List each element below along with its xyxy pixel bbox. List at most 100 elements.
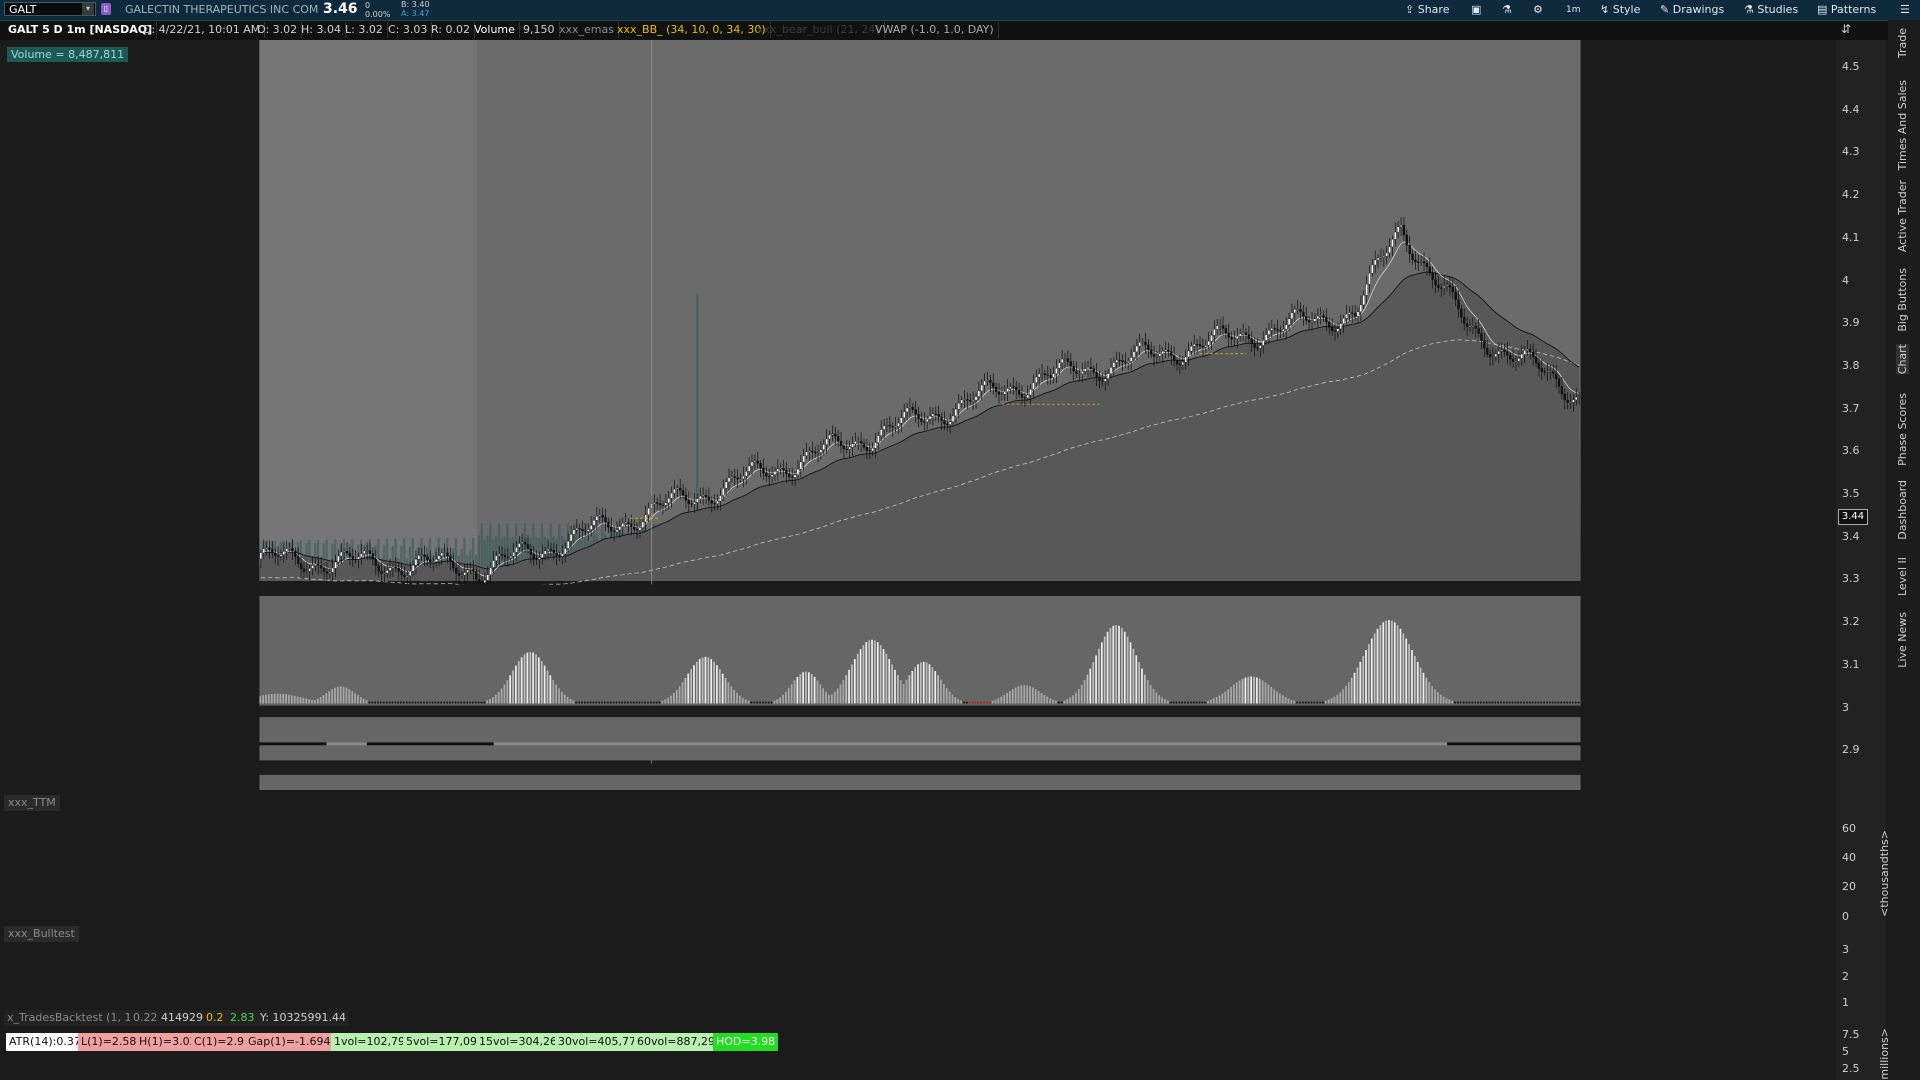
gear-icon[interactable]: ⚙ (1533, 3, 1543, 16)
ttm-bar (552, 680, 555, 704)
tab-active-trader[interactable]: Active Trader (1896, 180, 1909, 253)
candle-body (426, 556, 429, 560)
high-chip: H(1)=3.02 (136, 1033, 200, 1051)
tab-dashboard[interactable]: Dashboard (1896, 480, 1909, 540)
candle-body (276, 555, 280, 557)
symbol-input[interactable]: GALT (4, 2, 96, 16)
ttm-bar (819, 684, 822, 704)
candle-body (317, 563, 320, 566)
ttm-bar (965, 701, 968, 704)
ttm-bar (971, 701, 974, 704)
volume-study-label[interactable]: Volume (470, 22, 520, 38)
ttm-bar (471, 701, 474, 704)
bar-open: O: 3.02 (253, 22, 303, 38)
candle-body (1468, 326, 1472, 328)
tab-level-ii[interactable]: Level II (1896, 557, 1909, 597)
menu-icon[interactable]: ☰ (1900, 3, 1910, 16)
ttm-bar (1187, 701, 1189, 704)
candle-body (552, 550, 555, 554)
bear-bull-study-label[interactable]: xxx_bear_bull (21, 24) (753, 22, 885, 38)
vwap-study-label[interactable]: VWAP (-1.0, 1.0, DAY) (871, 22, 999, 38)
backtest-study-label[interactable]: x_TradesBacktest (1, 1) (4, 1010, 139, 1026)
volume-bar (483, 539, 486, 581)
tab-big-buttons[interactable]: Big Buttons (1896, 268, 1909, 332)
candle-body (1063, 358, 1067, 360)
tab-trade[interactable]: Trade (1896, 28, 1909, 59)
ttm-bar (888, 658, 891, 704)
ttm-bar (282, 693, 285, 704)
ttm-bar (1436, 692, 1439, 704)
snapshot-icon[interactable]: ▣ (1471, 3, 1482, 16)
link-icon[interactable]: ▯ (101, 3, 111, 15)
tab-times-and-sales[interactable]: Times And Sales (1896, 80, 1909, 171)
ttm-bar (615, 701, 618, 704)
candle-body (836, 436, 840, 442)
candle-body (503, 555, 507, 558)
ttm-bar (480, 701, 483, 704)
candle-body (1523, 350, 1526, 355)
candle-body (615, 529, 619, 533)
candle-body (1457, 299, 1460, 310)
candle-body (1207, 340, 1210, 346)
emas-study-label[interactable]: xxx_emas (555, 22, 619, 38)
ttm-bar (1212, 698, 1215, 704)
patterns-button[interactable]: ▤ Patterns (1817, 2, 1876, 18)
ttm-bar (1037, 691, 1040, 704)
candle-body (1241, 332, 1245, 334)
candle-body (434, 559, 438, 562)
ttm-bar (790, 684, 793, 704)
drawings-button[interactable]: ✎ Drawings (1660, 2, 1724, 18)
ttm-bar (1052, 699, 1054, 704)
candle-body (1164, 349, 1167, 352)
candle-body (816, 452, 820, 454)
candle-body (1345, 313, 1348, 319)
studies-button[interactable]: ⚗ Studies (1744, 2, 1798, 18)
candle-body (1104, 378, 1107, 382)
ttm-bar (1439, 694, 1442, 704)
candle-body (1285, 324, 1288, 330)
ttm-bar (1210, 699, 1212, 704)
bb-study-label[interactable]: xxx_BB_ (34, 10, 0, 34, 30) (613, 22, 771, 38)
backtest-value: 0.22 (130, 1010, 161, 1026)
tab-phase-scores[interactable]: Phase Scores (1896, 393, 1909, 466)
ttm-bar (469, 701, 471, 704)
candle-body (351, 556, 354, 559)
candle-body (1503, 349, 1506, 352)
candle-body (1540, 368, 1543, 372)
ttm-study-label[interactable]: xxx_TTM (4, 795, 60, 811)
candle-body (299, 563, 303, 569)
ttm-bar (1408, 644, 1410, 704)
candle-body (1115, 359, 1118, 363)
candle-body (925, 419, 929, 422)
ttm-bar (845, 675, 848, 704)
share-button[interactable]: ⇪ Share (1405, 2, 1449, 18)
tab-live-news[interactable]: Live News (1896, 612, 1909, 668)
candle-body (397, 567, 400, 572)
candle-body (1172, 355, 1176, 361)
ttm-bar (830, 694, 833, 704)
candle-body (572, 529, 576, 535)
bulltest-study-label[interactable]: xxx_Bulltest (4, 926, 79, 942)
symbol-dropdown-icon[interactable]: ▾ (82, 3, 94, 15)
ttm-bar (644, 701, 647, 704)
candle-body (730, 476, 734, 479)
timeframe-button[interactable]: 1m (1566, 5, 1581, 15)
style-button[interactable]: ↯ Style (1600, 2, 1640, 18)
candle-body (595, 516, 599, 521)
axis-scale-icon[interactable]: ⇵ (1841, 22, 1852, 36)
ttm-bar (876, 642, 879, 704)
price-chart[interactable] (4, 40, 1836, 790)
candle-body (618, 526, 622, 531)
candle-body (1066, 358, 1070, 362)
tab-chart[interactable]: Chart (1896, 344, 1909, 375)
flask-icon[interactable]: ⚗ (1502, 3, 1512, 16)
ttm-bar (1548, 701, 1551, 704)
candle-body (1032, 382, 1035, 390)
candle-body (1017, 389, 1021, 395)
bulltest-segment (326, 742, 367, 746)
candle-body (719, 495, 722, 502)
ttm-bar (486, 700, 489, 704)
candle-body (371, 553, 375, 560)
bulltest-tick: 1 (1842, 996, 1849, 1009)
bulltest-segment (259, 742, 327, 746)
